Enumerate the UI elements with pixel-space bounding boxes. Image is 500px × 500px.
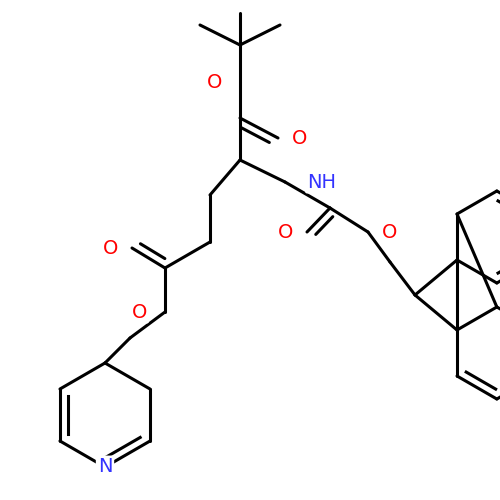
Text: O: O bbox=[132, 302, 147, 322]
Text: O: O bbox=[102, 238, 118, 258]
Text: NH: NH bbox=[307, 172, 336, 192]
Text: O: O bbox=[206, 72, 222, 92]
Text: O: O bbox=[292, 128, 308, 148]
Text: O: O bbox=[382, 222, 398, 242]
Text: N: N bbox=[98, 458, 112, 476]
Text: O: O bbox=[278, 222, 293, 242]
